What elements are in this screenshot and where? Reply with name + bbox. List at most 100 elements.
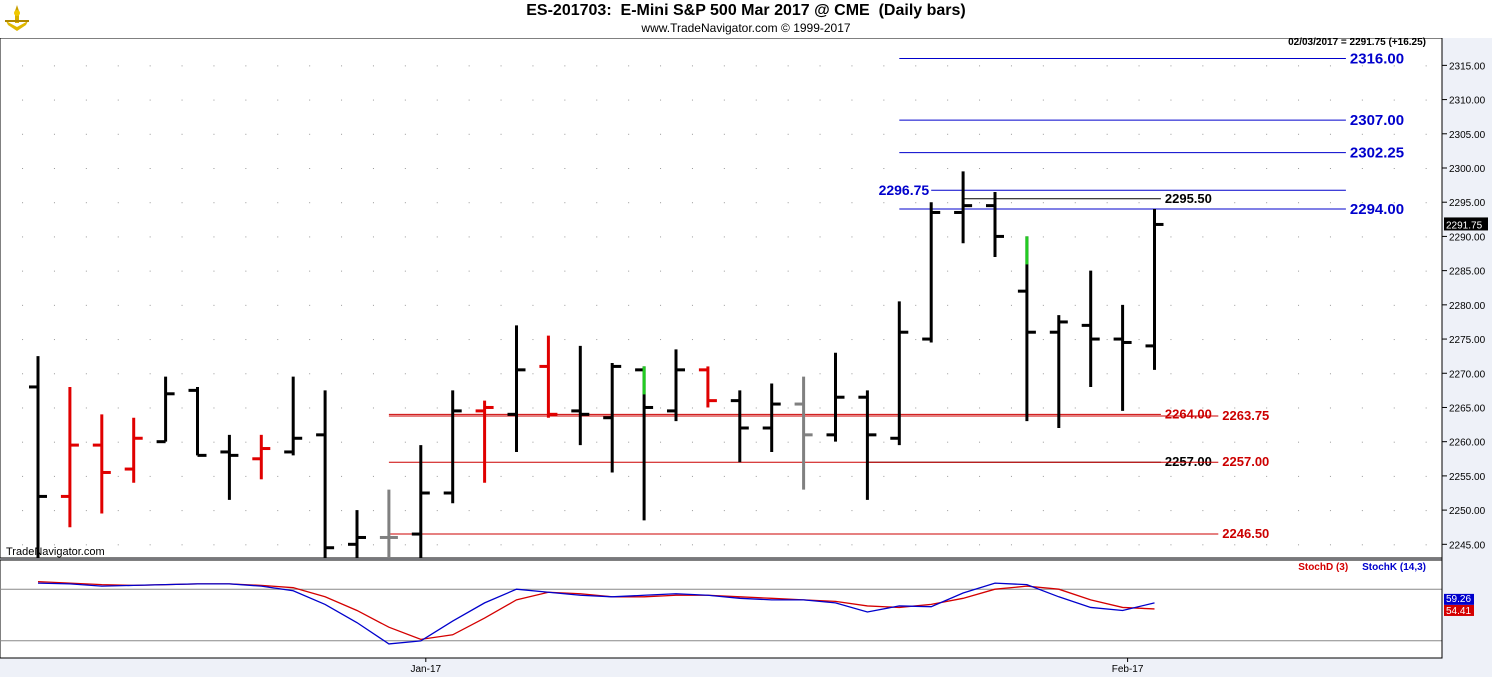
grid-dot [883,407,885,409]
grid-dot [468,339,470,341]
grid-dot [1234,475,1236,477]
grid-dot [979,99,981,101]
y-tick-label: 2300.00 [1449,164,1486,175]
grid-dot [500,202,502,204]
grid-dot [1393,270,1395,272]
grid-dot [915,270,917,272]
grid-dot [1138,373,1140,375]
grid-dot [245,65,247,67]
grid-dot [404,202,406,204]
grid-dot [755,99,757,101]
grid-dot [277,441,279,443]
grid-dot [1138,475,1140,477]
grid-dot [1266,236,1268,238]
grid-dot [1329,202,1331,204]
grid-dot [564,544,566,546]
grid-dot [1393,441,1395,443]
grid-dot [819,270,821,272]
grid-dot [1393,475,1395,477]
grid-dot [532,441,534,443]
grid-dot [372,270,374,272]
grid-dot [1329,270,1331,272]
grid-dot [979,270,981,272]
grid-dot [1298,339,1300,341]
grid-dot [1010,99,1012,101]
y-tick-label: 2260.00 [1449,438,1486,449]
grid-dot [723,441,725,443]
grid-dot [1170,339,1172,341]
stoch-k-line [37,582,1155,645]
page-subtitle: www.TradeNavigator.com © 1999-2017 [641,21,851,35]
grid-dot [819,441,821,443]
grid-dot [596,99,598,101]
grid-dot [979,168,981,169]
grid-dot [532,544,534,546]
grid-dot [883,236,885,238]
grid-dot [1138,304,1140,306]
grid-dot [628,202,630,204]
grid-dot [1202,407,1204,409]
grid-dot [372,510,374,512]
grid-dot [1202,441,1204,443]
grid-dot [245,202,247,204]
grid-dot [660,133,662,135]
grid-dot [1266,270,1268,272]
grid-dot [1361,544,1363,546]
price-chart[interactable]: 2245.00 2250.00 2255.00 2260.00 2265.00 2270.… [0,38,1492,677]
grid-dot [500,544,502,546]
page-title: ES-201703: E-Mini S&P 500 Mar 2017 @ CME… [526,2,966,19]
y-tick-label: 2270.00 [1449,369,1486,380]
grid-dot [1298,270,1300,272]
grid-dot [1202,202,1204,204]
grid-dot [1234,236,1236,238]
grid-dot [1329,544,1331,546]
grid-dot [149,65,151,67]
grid-dot [883,65,885,67]
grid-dot [596,373,598,375]
stoch-d-badge [1444,604,1474,616]
grid-dot [404,339,406,341]
grid-dot [1393,133,1395,135]
grid-dot [404,270,406,272]
grid-dot [341,441,343,443]
grid-dot [468,304,470,306]
grid-dot [691,475,693,477]
grid-dot [181,236,183,238]
grid-dot [883,133,885,135]
grid-dot [1042,441,1044,443]
grid-dot [947,168,949,169]
grid-dot [755,236,757,238]
grid-dot [691,373,693,375]
grid-dot [564,373,566,375]
grid-dot [755,65,757,67]
grid-dot [1329,407,1331,409]
grid-dot [1106,270,1108,272]
grid-dot [85,270,87,272]
grid-dot [309,168,311,169]
grid-dot [1106,373,1108,375]
grid-dot [1298,133,1300,135]
grid-dot [1393,510,1395,512]
stoch-d-label: StochD (3) [1298,562,1349,573]
grid-dot [1425,510,1427,512]
grid-dot [947,441,949,443]
grid-dot [1425,441,1427,443]
grid-dot [404,441,406,443]
grid-dot [372,236,374,238]
grid-dot [181,65,183,67]
grid-dot [404,407,406,409]
grid-dot [1138,99,1140,101]
grid-dot [213,510,215,512]
grid-dot [181,373,183,375]
grid-dot [691,441,693,443]
grid-dot [213,441,215,443]
grid-dot [691,544,693,546]
grid-dot [1361,304,1363,306]
grid-dot [404,304,406,306]
grid-dot [309,441,311,443]
grid-dot [309,270,311,272]
grid-dot [1202,510,1204,512]
grid-dot [468,441,470,443]
y-tick-label: 2275.00 [1449,335,1486,346]
grid-dot [372,65,374,67]
